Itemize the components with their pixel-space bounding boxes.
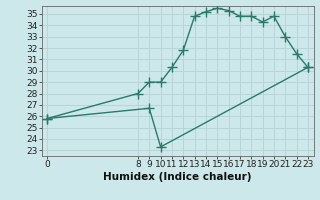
X-axis label: Humidex (Indice chaleur): Humidex (Indice chaleur) [103,172,252,182]
